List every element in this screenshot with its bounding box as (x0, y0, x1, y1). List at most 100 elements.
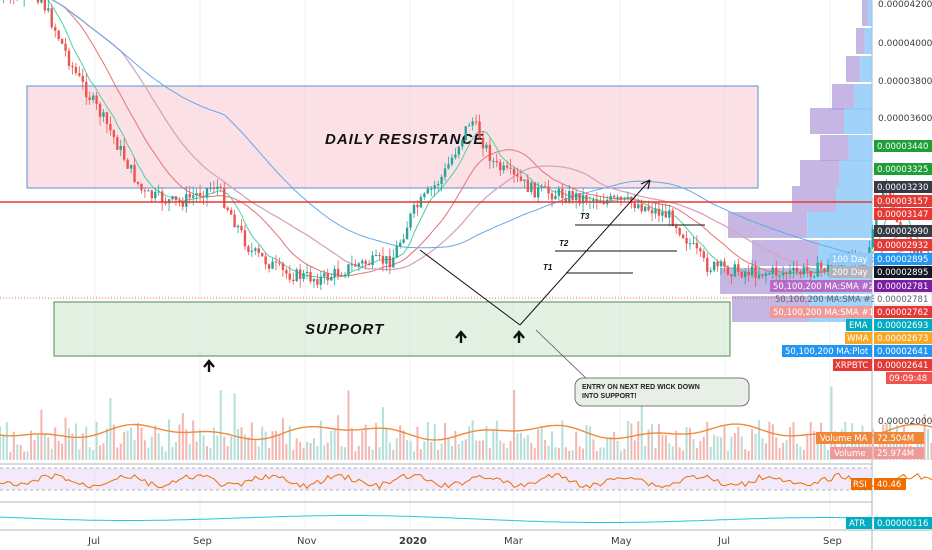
volume-bar (230, 436, 233, 460)
candle-body (147, 190, 150, 192)
price-tag-label-text: WMA (847, 334, 869, 344)
candle-body (547, 186, 550, 194)
volume-bar (261, 426, 264, 460)
candle-body (702, 251, 705, 258)
candle-body (578, 193, 581, 204)
volume-bar (30, 430, 33, 460)
volume-bar (223, 436, 226, 460)
resistance-zone[interactable] (26, 85, 759, 189)
volume-bar (440, 443, 443, 460)
volume-bar (16, 444, 19, 460)
volume-bar (140, 427, 143, 460)
candle-body (102, 112, 105, 117)
candle-body (695, 242, 699, 249)
price-tag-label (845, 332, 872, 344)
volume-bar (657, 424, 660, 460)
candle-body (595, 199, 599, 203)
candle-body (585, 195, 588, 202)
candle-body (364, 260, 367, 265)
price-tag (874, 253, 932, 265)
volume-bar (233, 393, 236, 460)
candle-body (757, 274, 761, 279)
volume-bar (199, 429, 202, 460)
candle-body (537, 187, 540, 198)
candle-body (623, 197, 626, 200)
volume-bar (178, 424, 181, 460)
volume-bar (340, 446, 343, 460)
indicator-label-text: ATR (849, 519, 865, 529)
volume-bar (406, 440, 409, 460)
candle-body (730, 274, 733, 277)
volume-bar (2, 434, 5, 460)
indicator-label-text: Volume (834, 449, 866, 459)
volume-bar (640, 393, 643, 460)
resistance-zone-label: DAILY RESISTANCE (325, 131, 484, 148)
price-tag (874, 359, 932, 371)
candle-body (285, 270, 288, 274)
volume-bar (602, 447, 605, 460)
trendline[interactable] (419, 249, 521, 326)
volume-bar (323, 445, 326, 460)
volume-bar (782, 442, 785, 460)
candle-body (336, 268, 340, 276)
support-zone[interactable] (53, 301, 731, 357)
candle-body (681, 234, 685, 239)
candle-body (657, 208, 661, 216)
candle-body (219, 186, 222, 189)
candle-body (381, 255, 385, 264)
volume-profile-row (844, 108, 872, 134)
candle-body (816, 262, 819, 277)
candle-body (112, 130, 116, 138)
price-tag (874, 332, 932, 344)
candle-body (868, 247, 871, 255)
price-tick: 0.00003600 (878, 114, 932, 124)
candle-body (350, 264, 354, 266)
candle-body (761, 274, 764, 276)
volume-bar (585, 425, 588, 460)
candle-body (826, 264, 830, 272)
volume-bar (730, 436, 733, 460)
candle-body (402, 239, 405, 243)
candle-body (733, 264, 737, 277)
candle-body (554, 195, 557, 200)
volume-bar (533, 448, 536, 460)
indicator-value (874, 432, 924, 444)
volume-bar (243, 434, 246, 460)
price-tag-value: 0.00003230 (877, 183, 928, 193)
candle-body (423, 193, 426, 197)
volume-bar (575, 431, 578, 460)
candle-body (516, 174, 519, 177)
price-tag-label-text: 200 Day (832, 268, 868, 278)
moving-average-blue (51, 0, 932, 259)
volume-bar (419, 449, 422, 460)
volume-bar (809, 422, 812, 460)
candle-body (143, 190, 147, 192)
candle-body (661, 211, 664, 216)
volume-profile-row (810, 108, 845, 134)
candle-body (185, 193, 188, 207)
volume-bar (609, 436, 612, 460)
volume-bar (281, 418, 284, 460)
volume-bar (50, 448, 53, 460)
projection-line[interactable] (519, 179, 651, 326)
time-axis[interactable]: Jul Sep Nov 2020 Mar May Jul Sep (87, 536, 842, 547)
volume-bar (123, 431, 126, 460)
volume-bar (147, 447, 150, 460)
rsi-band (0, 468, 872, 490)
volume-bar (823, 442, 826, 460)
volume-bar (768, 421, 771, 460)
volume-bar (733, 432, 736, 460)
callout-box[interactable] (574, 377, 750, 407)
price-tag (874, 345, 932, 357)
volume-bar (312, 438, 315, 460)
volume-bar (399, 425, 402, 460)
indicator-value-text: 72.504M (877, 434, 914, 444)
target-label-t2: T2 (559, 239, 569, 248)
price-axis[interactable]: 0.00004200 0.00004000 0.00003800 0.00003… (878, 0, 932, 427)
volume-ma-line (0, 423, 932, 441)
candle-body (526, 179, 530, 193)
volume-bar (99, 445, 102, 460)
volume-bar (264, 431, 267, 460)
volume-bar (792, 421, 795, 460)
